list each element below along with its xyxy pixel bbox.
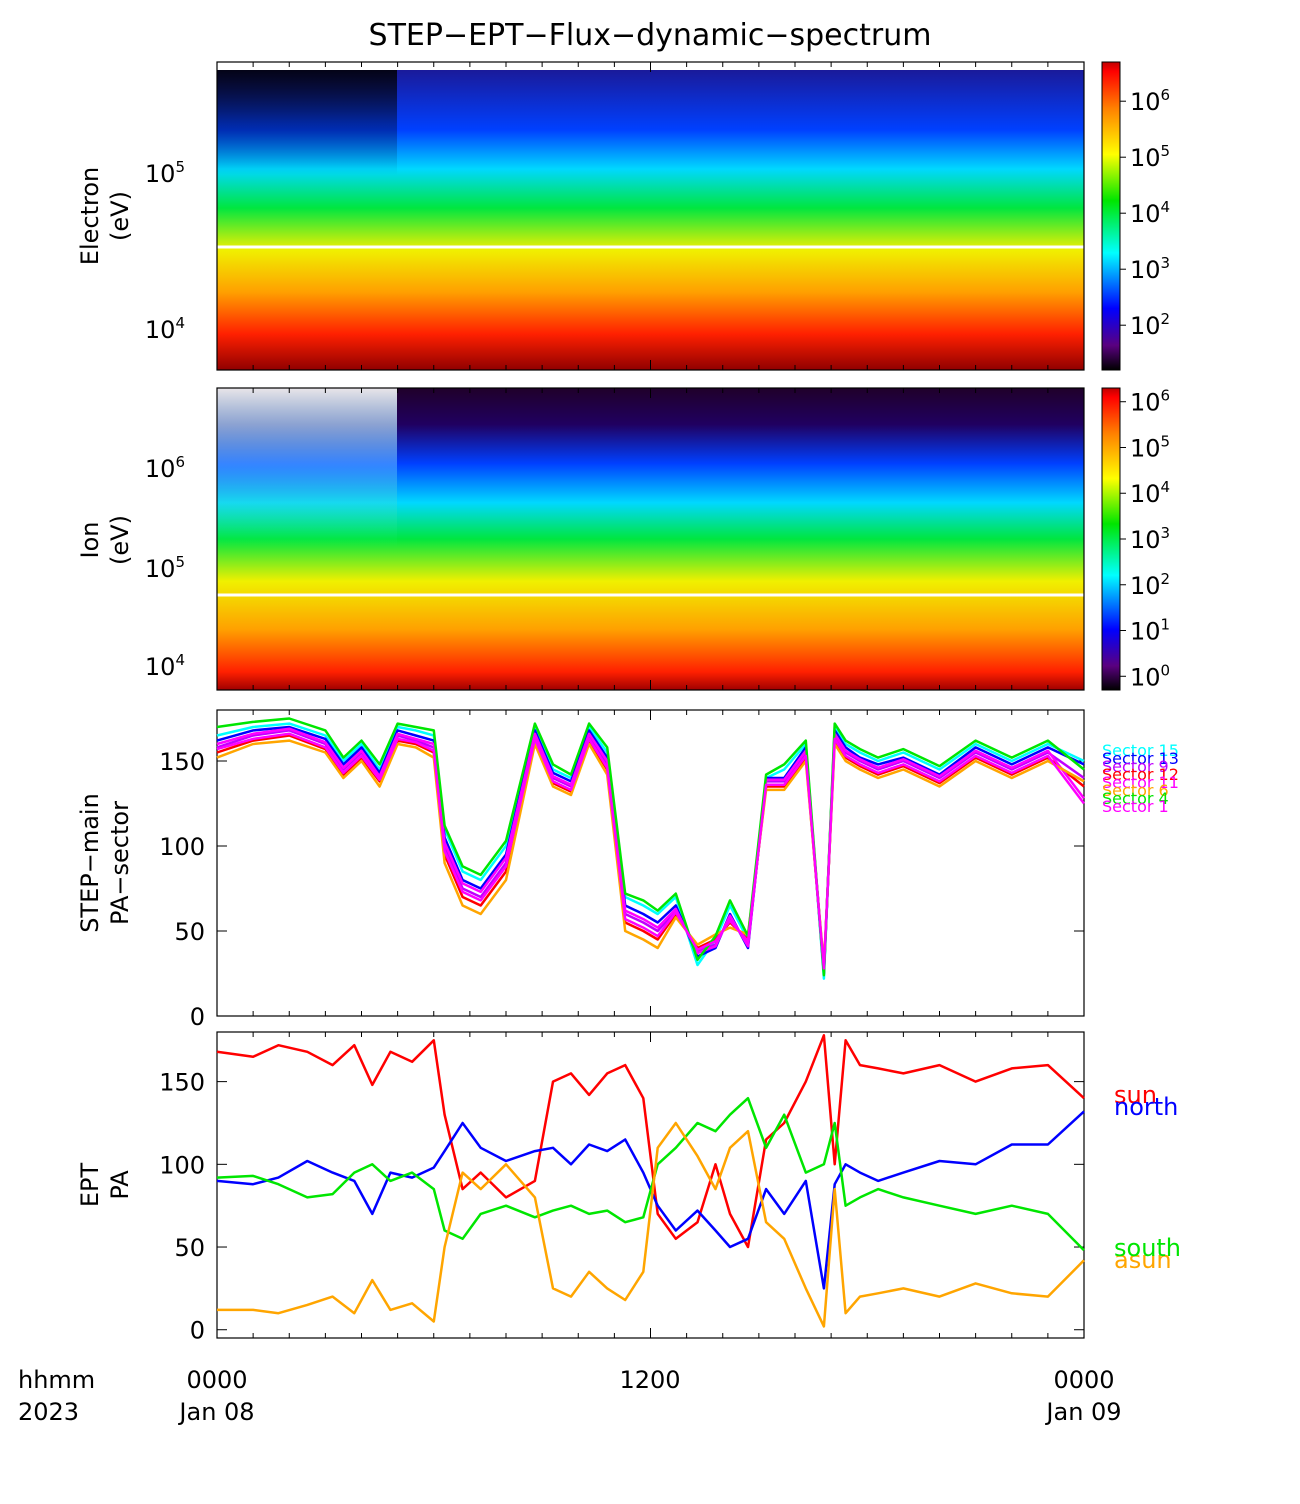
legend-sector-13: Sector 13 [1102, 749, 1179, 768]
y-tick-label: 100 [159, 833, 205, 861]
series-line-asun [217, 1121, 1085, 1328]
colorbar-tick-label: 101 [1130, 616, 1170, 646]
series-line-south [216, 1096, 1085, 1252]
ion-panel: 106 105 104 Ion (eV) 100 101 102 103 104 105 1… [76, 387, 1170, 692]
colorbar-tick-label: 106 [1130, 387, 1170, 417]
ept-pa-ylabel-1: EPT [76, 1163, 104, 1208]
step-pa-ylabel-2: PA−sector [106, 801, 134, 925]
electron-ylabel-1: Electron [76, 167, 104, 265]
y-tick-label: 0 [190, 1003, 205, 1031]
series-line-sector-13 [216, 725, 1085, 975]
legend-sector-9: Sector 9 [1102, 757, 1169, 776]
legend-south: south [1114, 1234, 1181, 1262]
ion-ytick-1e6: 106 [145, 453, 185, 483]
legend-sector-1: Sector 1 [1102, 797, 1169, 816]
colorbar-tick-label: 100 [1130, 661, 1170, 691]
legend-asun: asun [1114, 1246, 1172, 1274]
legend-north: north [1114, 1093, 1178, 1121]
series-line-sector-15 [216, 722, 1085, 980]
ept-pa-panel: 0 50 100 150 EPT PA sun north asun south [76, 1031, 1181, 1345]
legend-sector-12: Sector 12 [1102, 765, 1179, 784]
series-line-north [216, 1110, 1085, 1290]
series-line-sector-6 [216, 739, 1085, 967]
xtick-label-1200: 1200 [619, 1366, 680, 1394]
legend-sector-6: Sector 6 [1102, 781, 1169, 800]
time-axis: hhmm 2023 0000 Jan 08 1200 0000 Jan 09 [18, 1366, 1122, 1426]
ion-colorbar [1101, 387, 1121, 691]
series-line-sun [216, 1034, 1085, 1249]
chart-title: STEP−EPT−Flux−dynamic−spectrum [369, 18, 932, 53]
ion-ylabel-2: (eV) [106, 515, 134, 565]
y-tick-label: 150 [159, 1069, 205, 1097]
colorbar-tick-label: 103 [1130, 254, 1170, 284]
step-pa-ylabel-1: STEP−main [76, 793, 104, 933]
electron-ytick-1e4: 104 [145, 314, 185, 344]
y-tick-label: 100 [159, 1151, 205, 1179]
colorbar-tick-label: 103 [1130, 524, 1170, 554]
ept-pa-ylabel-2: PA [106, 1170, 134, 1200]
colorbar-tick-label: 104 [1130, 198, 1170, 228]
y-tick-label: 50 [174, 1234, 205, 1262]
legend-sector-4: Sector 4 [1102, 789, 1169, 808]
ion-ytick-1e4: 104 [145, 651, 185, 681]
electron-ylabel-2: (eV) [106, 191, 134, 241]
colorbar-tick-label: 105 [1130, 432, 1170, 462]
xtick-date-jan08: Jan 08 [177, 1398, 254, 1426]
legend-sector-15: Sector 15 [1102, 741, 1179, 760]
colorbar-tick-label: 106 [1130, 86, 1170, 116]
electron-ytick-1e5: 105 [145, 158, 185, 188]
time-axis-label: hhmm [18, 1366, 95, 1394]
colorbar-tick-label: 104 [1130, 478, 1170, 508]
electron-quiet-region [217, 70, 397, 220]
series-line-sector-11 [216, 727, 1085, 974]
colorbar-tick-label: 102 [1130, 570, 1170, 600]
y-tick-label: 150 [159, 748, 205, 776]
xtick-label-0000-end: 0000 [1053, 1366, 1114, 1394]
ion-ylabel-1: Ion [76, 522, 104, 559]
year-label: 2023 [18, 1398, 79, 1426]
series-line-sector-1 [216, 732, 1085, 970]
xtick-label-0000: 0000 [186, 1366, 247, 1394]
electron-colorbar [1101, 61, 1121, 371]
y-tick-label: 50 [174, 918, 205, 946]
series-line-sector-4 [216, 717, 1085, 977]
ion-quiet-region [217, 388, 397, 588]
colorbar-tick-label: 102 [1130, 310, 1170, 340]
legend-sun: sun [1114, 1081, 1157, 1109]
y-tick-label: 0 [190, 1317, 205, 1345]
legend-sector-11: Sector 11 [1102, 773, 1179, 792]
xtick-date-jan09: Jan 09 [1044, 1398, 1121, 1426]
electron-panel: 105 104 Electron (eV) 102 103 104 105 106 [76, 61, 1170, 371]
ion-ytick-1e5: 105 [145, 553, 185, 583]
colorbar-tick-label: 105 [1130, 142, 1170, 172]
